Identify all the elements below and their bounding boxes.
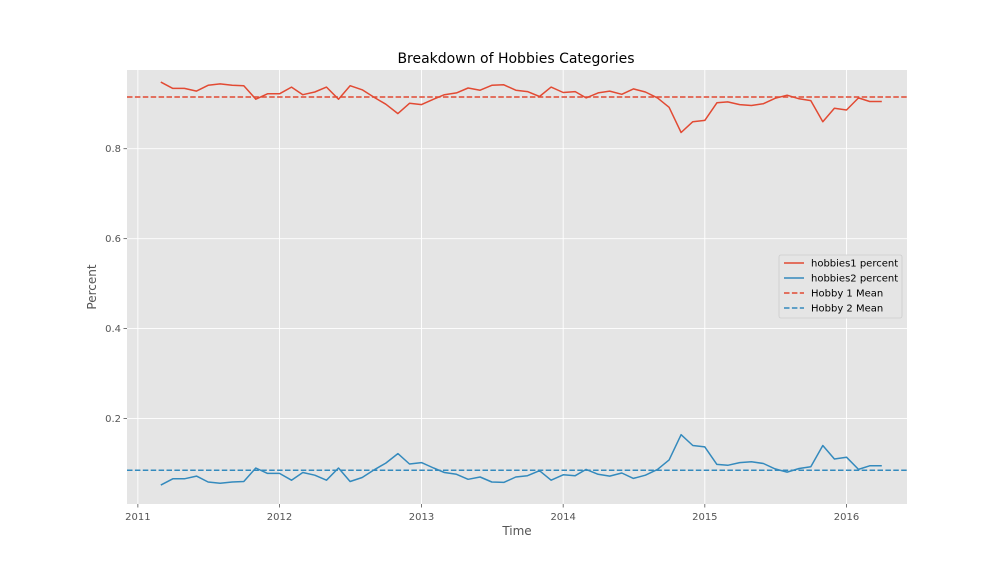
y-axis-label: Percent [85, 264, 99, 309]
series-line-1 [160, 81, 882, 134]
legend-entry-2: hobbies2 percent [811, 274, 898, 285]
x-tick-label: 2014 [550, 512, 575, 523]
x-tick-label: 2012 [267, 512, 292, 523]
y-axis-ticks: 0.2 0.4 0.6 0.8 [105, 144, 127, 425]
mean-lines [127, 96, 907, 472]
legend-entry-1: hobbies1 percent [811, 259, 898, 270]
y-tick-label: 0.8 [105, 144, 121, 155]
chart-title: Breakdown of Hobbies Categories [397, 51, 634, 67]
x-tick-label: 2011 [125, 512, 150, 523]
x-axis-label: Time [501, 524, 531, 538]
grid [127, 70, 907, 504]
legend-entry-4: Hobby 2 Mean [811, 304, 883, 315]
x-axis-ticks: 2011 2012 2013 2014 2015 2016 [125, 504, 859, 523]
x-tick-label: 2013 [409, 512, 434, 523]
legend-entry-3: Hobby 1 Mean [811, 289, 883, 300]
legend: hobbies1 percent hobbies2 percent Hobby 1 … [778, 254, 903, 319]
x-tick-label: 2016 [834, 512, 859, 523]
y-tick-label: 0.2 [105, 414, 121, 425]
series-line-2 [160, 433, 882, 486]
y-tick-label: 0.6 [105, 234, 121, 245]
plot-area [127, 70, 907, 504]
series-lines [160, 81, 882, 486]
x-tick-label: 2015 [692, 512, 717, 523]
legend-box [778, 254, 903, 319]
y-tick-label: 0.4 [105, 324, 121, 335]
